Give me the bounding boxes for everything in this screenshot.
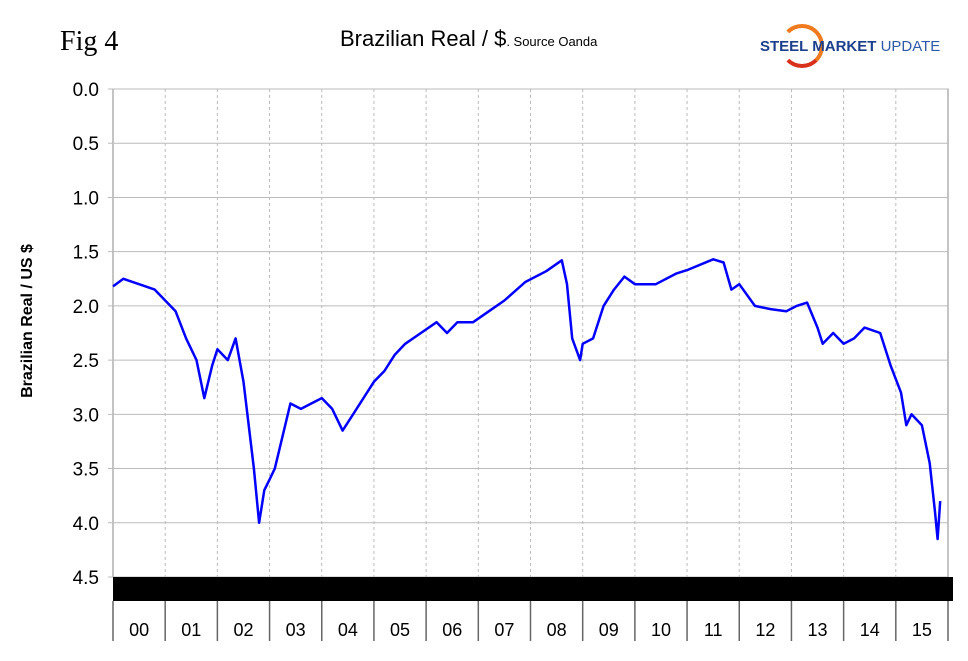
x-tick-label: 12 bbox=[755, 620, 775, 640]
x-tick-label: 10 bbox=[651, 620, 671, 640]
y-tick-label: 2.5 bbox=[73, 351, 99, 372]
y-tick-label: 2.0 bbox=[73, 297, 99, 318]
plot-frame bbox=[112, 88, 949, 578]
y-tick-label: 3.5 bbox=[73, 460, 99, 481]
logo-arc-icon bbox=[780, 24, 824, 68]
y-tick-label: 3.0 bbox=[73, 405, 99, 426]
x-tick-label: 04 bbox=[338, 620, 358, 640]
x-tick-label: 02 bbox=[233, 620, 253, 640]
x-tick-label: 03 bbox=[286, 620, 306, 640]
x-tick-label: 08 bbox=[547, 620, 567, 640]
x-tick-label: 14 bbox=[860, 620, 880, 640]
x-tick-label: 09 bbox=[599, 620, 619, 640]
y-tick-label: 4.0 bbox=[73, 514, 99, 535]
source-note: . Source Oanda bbox=[506, 34, 598, 49]
x-tick-label: 06 bbox=[442, 620, 462, 640]
logo-bold-text: STEEL MARKET bbox=[760, 38, 877, 55]
x-tick-label: 07 bbox=[494, 620, 514, 640]
title-text: Brazilian Real / $ bbox=[340, 26, 507, 51]
axis-band bbox=[113, 577, 953, 601]
x-tick-label: 11 bbox=[704, 620, 723, 640]
x-tick-label: 00 bbox=[129, 620, 149, 640]
x-tick-label: 05 bbox=[390, 620, 410, 640]
figure-label: Fig 4 bbox=[60, 26, 119, 57]
y-tick-label: 4.5 bbox=[73, 568, 99, 589]
steel-market-update-logo: STEEL MARKET UPDATE bbox=[760, 24, 940, 72]
x-tick-label: 15 bbox=[912, 620, 932, 640]
x-tick-label: 13 bbox=[808, 620, 828, 640]
y-tick-label: 1.5 bbox=[73, 243, 99, 264]
logo-light-text: UPDATE bbox=[880, 38, 941, 55]
series-line bbox=[112, 258, 942, 541]
x-tick-label: 01 bbox=[181, 620, 201, 640]
y-tick-label: 0.5 bbox=[73, 134, 99, 155]
y-tick-label: 0.0 bbox=[73, 80, 99, 101]
y-tick-label: 1.0 bbox=[73, 188, 99, 209]
chart-title: Brazilian Real / $. Source Oanda bbox=[340, 26, 597, 52]
